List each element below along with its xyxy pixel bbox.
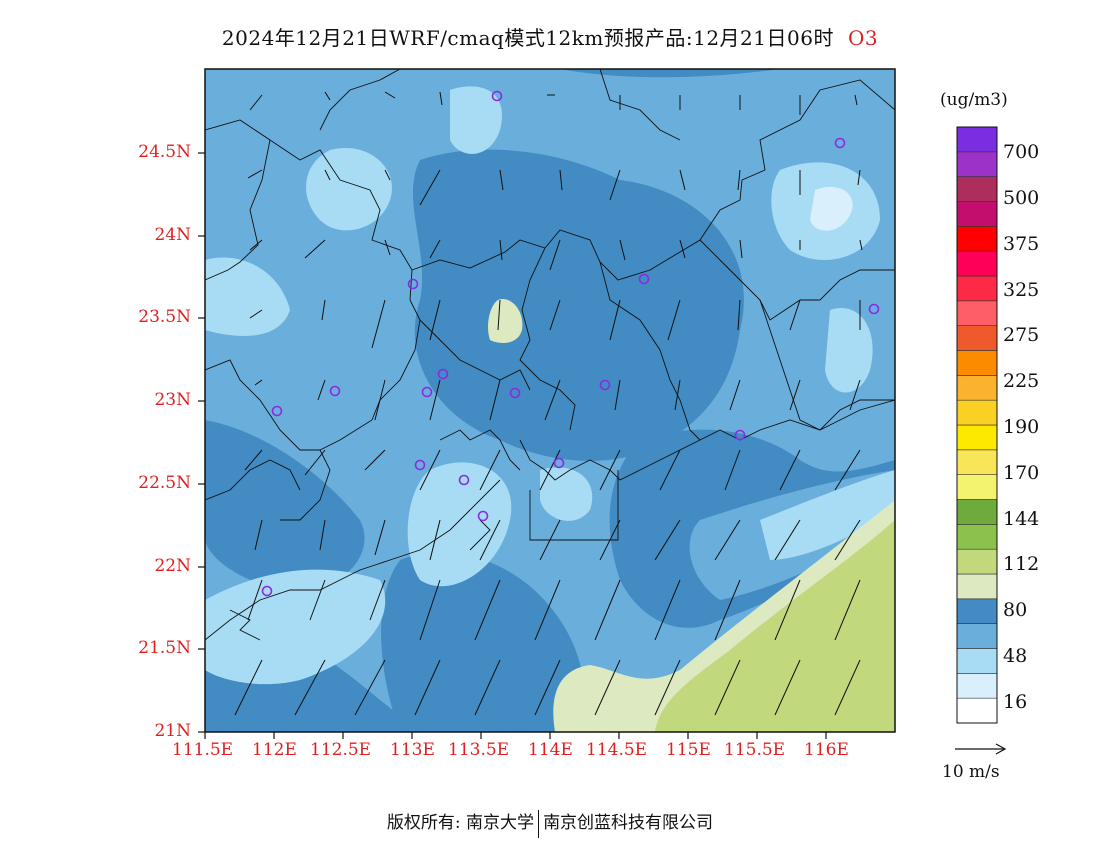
colorbar-swatch — [956, 623, 998, 649]
colorbar-swatch — [956, 325, 998, 351]
colorbar-label: 190 — [1003, 416, 1040, 438]
colorbar-frame — [956, 126, 998, 724]
colorbar-label: 375 — [1003, 233, 1040, 255]
colorbar-label: 700 — [1003, 141, 1040, 163]
wind-vectors — [234, 91, 863, 716]
colorbar-label: 16 — [1003, 691, 1028, 713]
colorbar-swatch — [956, 126, 998, 153]
colorbar-label: 112 — [1003, 553, 1040, 575]
lon-label-113.5: 113.5E — [448, 740, 510, 760]
lat-label-21: 21N — [154, 721, 191, 741]
colorbar-label: 80 — [1003, 599, 1028, 621]
colorbar-swatch — [956, 648, 998, 674]
lon-label-115.5: 115.5E — [724, 740, 786, 760]
lat-label-21.5: 21.5N — [138, 638, 191, 658]
axis-ticks — [198, 152, 827, 739]
lat-label-23: 23N — [154, 390, 191, 410]
colorbar-swatch — [956, 375, 998, 401]
chart-title: 2024年12月21日WRF/cmaq模式12km预报产品:12月21日06时 O… — [221, 26, 879, 50]
light-patch-3 — [205, 257, 290, 336]
colorbar-swatch — [956, 176, 998, 202]
dark-zone-west — [205, 420, 365, 592]
wind-reference-arrow — [955, 743, 1007, 755]
lightest-patch — [810, 186, 853, 231]
colorbar-swatch — [956, 449, 998, 475]
light-patch-9 — [760, 470, 895, 560]
colorbar-swatch — [956, 474, 998, 500]
colorbar-swatch — [956, 350, 998, 376]
pale-patch-north — [487, 299, 523, 343]
colorbar-swatch — [956, 300, 998, 326]
wind-reference-label: 10 m/s — [942, 762, 1000, 782]
lat-label-24.5: 24.5N — [138, 142, 191, 162]
species-label: O3 — [847, 26, 879, 50]
dark-zone-north — [560, 69, 780, 78]
copyright-text: 版权所有: 南京大学 — [386, 813, 535, 833]
colorbar-swatch — [956, 250, 998, 277]
dark-zone-pearl — [381, 552, 584, 732]
colorbar-swatch — [956, 573, 998, 600]
colorbar-label: 275 — [1003, 324, 1040, 346]
colorbar-label: 144 — [1003, 508, 1040, 530]
colorbar-swatch — [956, 201, 998, 227]
colorbar-swatch — [956, 151, 998, 177]
colorbar-swatch — [956, 226, 998, 252]
colorbar — [956, 126, 998, 724]
high-o3-zone — [412, 149, 744, 461]
colorbar-label: 225 — [1003, 370, 1040, 392]
lat-label-22.5: 22.5N — [138, 473, 191, 493]
lon-label-116: 116E — [804, 740, 849, 760]
green-zone — [655, 520, 895, 732]
colorbar-swatch — [956, 399, 998, 426]
light-patch-8 — [540, 467, 593, 521]
lat-label-22: 22N — [154, 556, 191, 576]
light-patch-6 — [407, 462, 512, 587]
lon-label-112: 112E — [252, 740, 297, 760]
colorbar-label: 325 — [1003, 279, 1040, 301]
colorbar-swatch — [956, 673, 998, 699]
lon-label-111.5: 111.5E — [172, 740, 234, 760]
colorbar-unit: (ug/m3) — [940, 90, 1008, 110]
light-patch-2 — [450, 86, 502, 154]
colorbar-swatch — [956, 275, 998, 302]
boundaries — [205, 69, 895, 641]
colorbar-swatch — [956, 524, 998, 550]
lat-label-23.5: 23.5N — [138, 307, 191, 327]
light-patch-7 — [205, 569, 386, 685]
company-name: 南京创蓝科技有限公司 — [543, 813, 714, 833]
lon-label-115: 115E — [666, 740, 711, 760]
lon-label-114.5: 114.5E — [586, 740, 648, 760]
light-patch-5 — [825, 308, 873, 393]
colorbar-swatch — [956, 424, 998, 451]
lon-label-114: 114E — [528, 740, 573, 760]
colorbar-swatch — [956, 499, 998, 525]
footer: 版权所有: 南京大学 南京创蓝科技有限公司 — [0, 808, 1100, 838]
colorbar-swatch — [956, 697, 998, 724]
colorbar-label: 500 — [1003, 187, 1040, 209]
light-patch-1 — [306, 148, 392, 231]
lat-label-24: 24N — [154, 225, 191, 245]
footer-divider — [538, 809, 540, 838]
colorbar-swatch — [956, 598, 998, 624]
colorbar-label: 48 — [1003, 645, 1028, 667]
concentration-field — [205, 69, 895, 732]
station-markers — [261, 90, 880, 597]
lon-label-113: 113E — [390, 740, 435, 760]
lon-label-112.5: 112.5E — [310, 740, 372, 760]
colorbar-label: 170 — [1003, 462, 1040, 484]
colorbar-swatch — [956, 548, 998, 575]
